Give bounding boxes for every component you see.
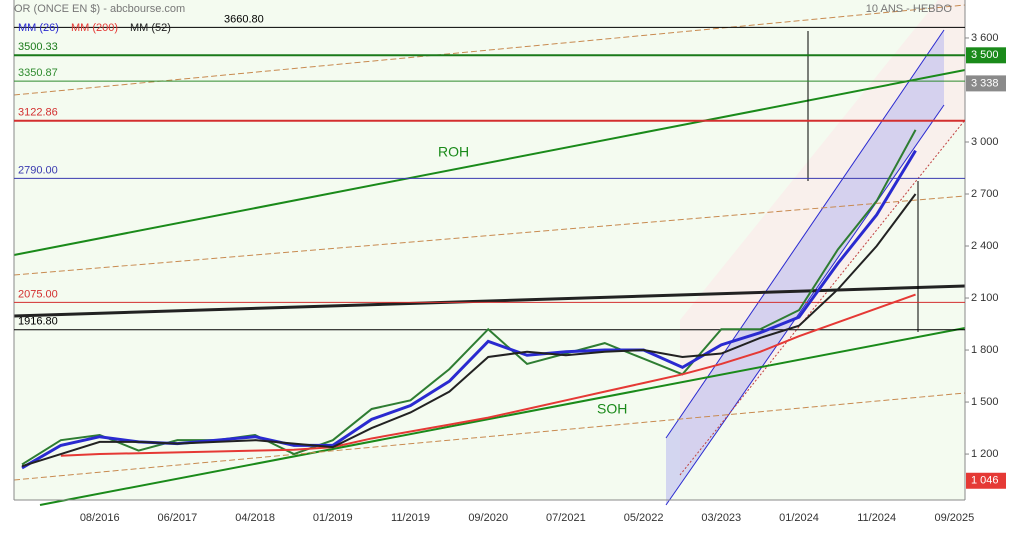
- series-line: [60, 293, 916, 457]
- x-tick-label: 01/2024: [779, 512, 819, 524]
- y-tick-label: 1 200: [971, 448, 999, 460]
- parallel-line: [13, 392, 966, 481]
- y-tick-label: 2 100: [971, 292, 999, 304]
- legend-entry: MM (200): [71, 22, 118, 34]
- level-label: 3660.80: [224, 13, 264, 25]
- upper-channel: [666, 30, 944, 505]
- trend-line: [13, 284, 966, 318]
- price-marker: [966, 472, 1006, 489]
- y-tick-label: 3 000: [971, 136, 999, 148]
- series-line: [21, 193, 917, 468]
- level-label: 3500.33: [18, 41, 58, 53]
- x-tick-label: 05/2022: [624, 512, 664, 524]
- y-tick-label: 2 400: [971, 240, 999, 252]
- roh-line: [13, 69, 966, 256]
- x-tick-label: 01/2019: [313, 512, 353, 524]
- price-marker-label: 3 500: [971, 49, 999, 61]
- parallel-line: [13, 195, 966, 276]
- x-tick-label: 11/2019: [391, 512, 430, 524]
- x-tick-label: 03/2023: [701, 512, 741, 524]
- legend-entry: MM (26): [18, 22, 59, 34]
- annotation: SOH: [597, 401, 627, 417]
- x-tick-label: 09/2020: [468, 512, 508, 524]
- x-tick-label: 06/2017: [158, 512, 198, 524]
- channel-edge: [665, 104, 945, 506]
- channel-edge: [665, 29, 945, 439]
- level-label: 3122.86: [18, 107, 58, 119]
- price-marker: [966, 75, 1006, 92]
- price-marker-label: 3 338: [971, 77, 999, 89]
- legend-entry: MM (52): [130, 22, 171, 34]
- level-label: 2790.00: [18, 164, 58, 176]
- price-marker-label: 1 046: [971, 475, 999, 487]
- y-tick-label: 1 800: [971, 344, 999, 356]
- y-tick-label: 1 500: [971, 396, 999, 408]
- level-label: 1916.80: [18, 316, 58, 328]
- y-tick-label: 3 600: [971, 32, 999, 44]
- x-tick-label: 08/2016: [80, 512, 120, 524]
- x-tick-label: 09/2025: [935, 512, 975, 524]
- chart-subtitle: 10 ANS - HEBDO: [866, 3, 953, 15]
- x-tick-label: 07/2021: [546, 512, 586, 524]
- price-marker: [966, 47, 1006, 64]
- chart-title: OR (ONCE EN $) - abcbourse.com: [14, 3, 185, 15]
- level-label: 3350.87: [18, 67, 58, 79]
- level-label: 2075.00: [18, 288, 58, 300]
- soh-line: [39, 327, 966, 506]
- annotation: ROH: [438, 144, 469, 160]
- x-tick-label: 11/2024: [857, 512, 896, 524]
- y-tick-label: 2 700: [971, 188, 999, 200]
- parallel-line: [13, 4, 966, 96]
- x-tick-label: 04/2018: [235, 512, 275, 524]
